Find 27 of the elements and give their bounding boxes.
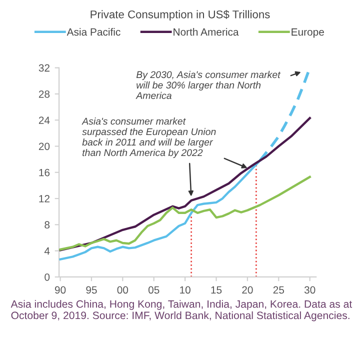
- x-tick-label: 90: [54, 286, 66, 294]
- x-tick-label: 30: [304, 286, 316, 294]
- x-tick-label: 05: [148, 286, 160, 294]
- x-tick-label: 10: [180, 286, 190, 294]
- y-tick-label: 12: [39, 195, 50, 202]
- y-tick-label: 0: [44, 273, 50, 281]
- annotation: Asia's consumer market surpassed the European Union back in 2011 and will be larger than North America by 2022: [82, 118, 216, 158]
- line-series: [59, 117, 311, 252]
- y-tick-label: 16: [39, 168, 50, 176]
- x-tick-label: 15: [211, 286, 222, 294]
- annotation: By 2030, Asia's consumer market will be 30% larger than North America: [136, 70, 281, 100]
- text: Asia includes China, Hong Kong, Taiwan, India, Japan, Korea. Data as at October 9, 2019. Source: IMF, World Bank, National Statistical Agencies.: [10, 300, 352, 322]
- y-tick-label: 24: [38, 116, 50, 124]
- y-tick-label: 28: [38, 90, 50, 98]
- chart-title: Private Consumption in US$ Trillions: [90, 10, 270, 21]
- x-tick-label: 95: [86, 286, 97, 294]
- y-tick-label: 20: [38, 142, 50, 150]
- line-series: [59, 176, 311, 251]
- legend-label: North America: [174, 28, 239, 36]
- legend-label: Asia Pacific: [66, 28, 120, 36]
- legend-label: Europe: [292, 28, 324, 38]
- y-tick-label: 8: [44, 221, 50, 229]
- x-tick-label: 00: [117, 286, 128, 294]
- y-tick-label: 4: [44, 247, 50, 255]
- x-tick-label: 20: [242, 286, 253, 294]
- x-tick-label: 25: [273, 286, 284, 294]
- y-tick-label: 32: [38, 64, 50, 72]
